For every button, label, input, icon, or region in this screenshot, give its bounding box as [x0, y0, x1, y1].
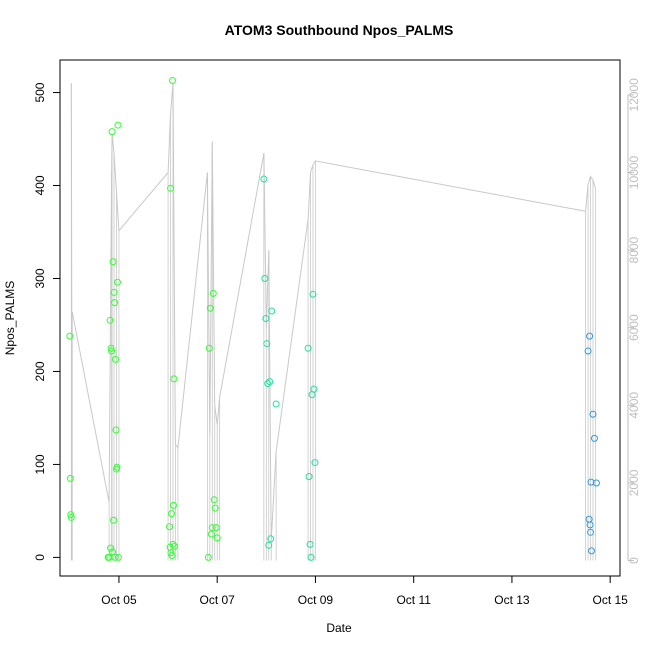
data-point: [260, 175, 268, 183]
y-axis-left: 0 100 200 300 400 500: [33, 82, 60, 561]
y2-tick-label: 6000: [627, 314, 641, 341]
data-point: [265, 541, 273, 549]
data-point: [589, 410, 597, 418]
data-point: [206, 304, 214, 312]
data-point: [209, 289, 217, 297]
data-point: [166, 523, 174, 531]
data-point: [110, 516, 118, 524]
data-point: [168, 76, 176, 84]
data-point: [309, 290, 317, 298]
data-point: [586, 521, 594, 529]
data-point: [306, 540, 314, 548]
data-point: [586, 332, 594, 340]
data-point: [262, 314, 270, 322]
data-point: [66, 474, 74, 482]
data-point: [208, 524, 216, 532]
x-tick-label: Oct 05: [101, 593, 137, 607]
data-point: [66, 332, 74, 340]
x-axis: Oct 05 Oct 07 Oct 09 Oct 11 Oct 13 Oct 15: [101, 576, 628, 607]
data-point: [169, 540, 177, 548]
data-point: [107, 544, 115, 552]
y2-tick-label: 2000: [627, 469, 641, 496]
data-point: [168, 510, 176, 518]
data-point: [207, 530, 215, 538]
data-point: [272, 400, 280, 408]
data-point: [113, 463, 121, 471]
x-axis-label: Date: [326, 621, 352, 635]
data-point: [266, 378, 274, 386]
data-point: [212, 524, 220, 532]
y2-tick-label: 10000: [627, 156, 641, 190]
x-tick-label: Oct 07: [200, 593, 236, 607]
series-line: [70, 83, 596, 542]
y-tick-label: 100: [33, 454, 47, 474]
y-tick-label: 200: [33, 361, 47, 381]
data-point: [109, 548, 117, 556]
data-point: [106, 316, 114, 324]
y2-tick-label: 4000: [627, 392, 641, 419]
data-point: [168, 552, 176, 560]
data-point: [592, 479, 600, 487]
y-tick-label: 300: [33, 268, 47, 288]
chart-title: ATOM3 Southbound Npos_PALMS: [225, 22, 454, 38]
data-point: [108, 347, 116, 355]
data-point: [211, 504, 219, 512]
point-series: [66, 76, 600, 561]
data-point: [110, 288, 118, 296]
x-tick-label: Oct 11: [396, 593, 431, 607]
data-point: [114, 121, 122, 129]
data-point: [305, 473, 313, 481]
data-point: [67, 511, 75, 519]
data-point: [170, 375, 178, 383]
data-point: [213, 534, 221, 542]
data-point: [109, 258, 117, 266]
data-point: [113, 278, 121, 286]
y2-tick-label: 12000: [627, 78, 641, 112]
x-tick-label: Oct 15: [592, 593, 628, 607]
data-point: [169, 501, 177, 509]
data-point: [204, 553, 212, 561]
data-point: [170, 542, 178, 550]
data-point: [205, 344, 213, 352]
data-point: [108, 128, 116, 136]
data-point: [264, 380, 272, 388]
data-point: [111, 299, 119, 307]
data-point: [268, 307, 276, 315]
y-axis-label: Npos_PALMS: [3, 281, 17, 355]
y2-tick-label: 8000: [627, 236, 641, 263]
line-series: [70, 83, 596, 561]
data-point: [67, 513, 75, 521]
data-point: [310, 385, 318, 393]
data-point: [114, 553, 122, 561]
data-point: [584, 347, 592, 355]
data-point: [263, 340, 271, 348]
y-tick-label: 500: [33, 82, 47, 102]
x-tick-label: Oct 13: [494, 593, 530, 607]
data-point: [588, 547, 596, 555]
y-tick-label: 400: [33, 175, 47, 195]
y2-tick-label: 0: [627, 557, 641, 564]
plot-frame: [59, 59, 621, 577]
data-point: [261, 274, 269, 282]
data-point: [590, 434, 598, 442]
data-point: [111, 553, 119, 561]
data-point: [307, 553, 315, 561]
x-tick-label: Oct 09: [298, 593, 334, 607]
y-axis-right: 0 2000 4000 6000 8000 10000 12000: [627, 78, 641, 564]
data-point: [112, 355, 120, 363]
data-point: [304, 344, 312, 352]
data-point: [267, 535, 275, 543]
data-point: [107, 344, 115, 352]
y-tick-label: 0: [33, 554, 47, 561]
data-point: [311, 459, 319, 467]
data-point: [587, 528, 595, 536]
data-point: [585, 515, 593, 523]
data-point: [167, 184, 175, 192]
data-point: [210, 496, 218, 504]
data-point: [112, 426, 120, 434]
